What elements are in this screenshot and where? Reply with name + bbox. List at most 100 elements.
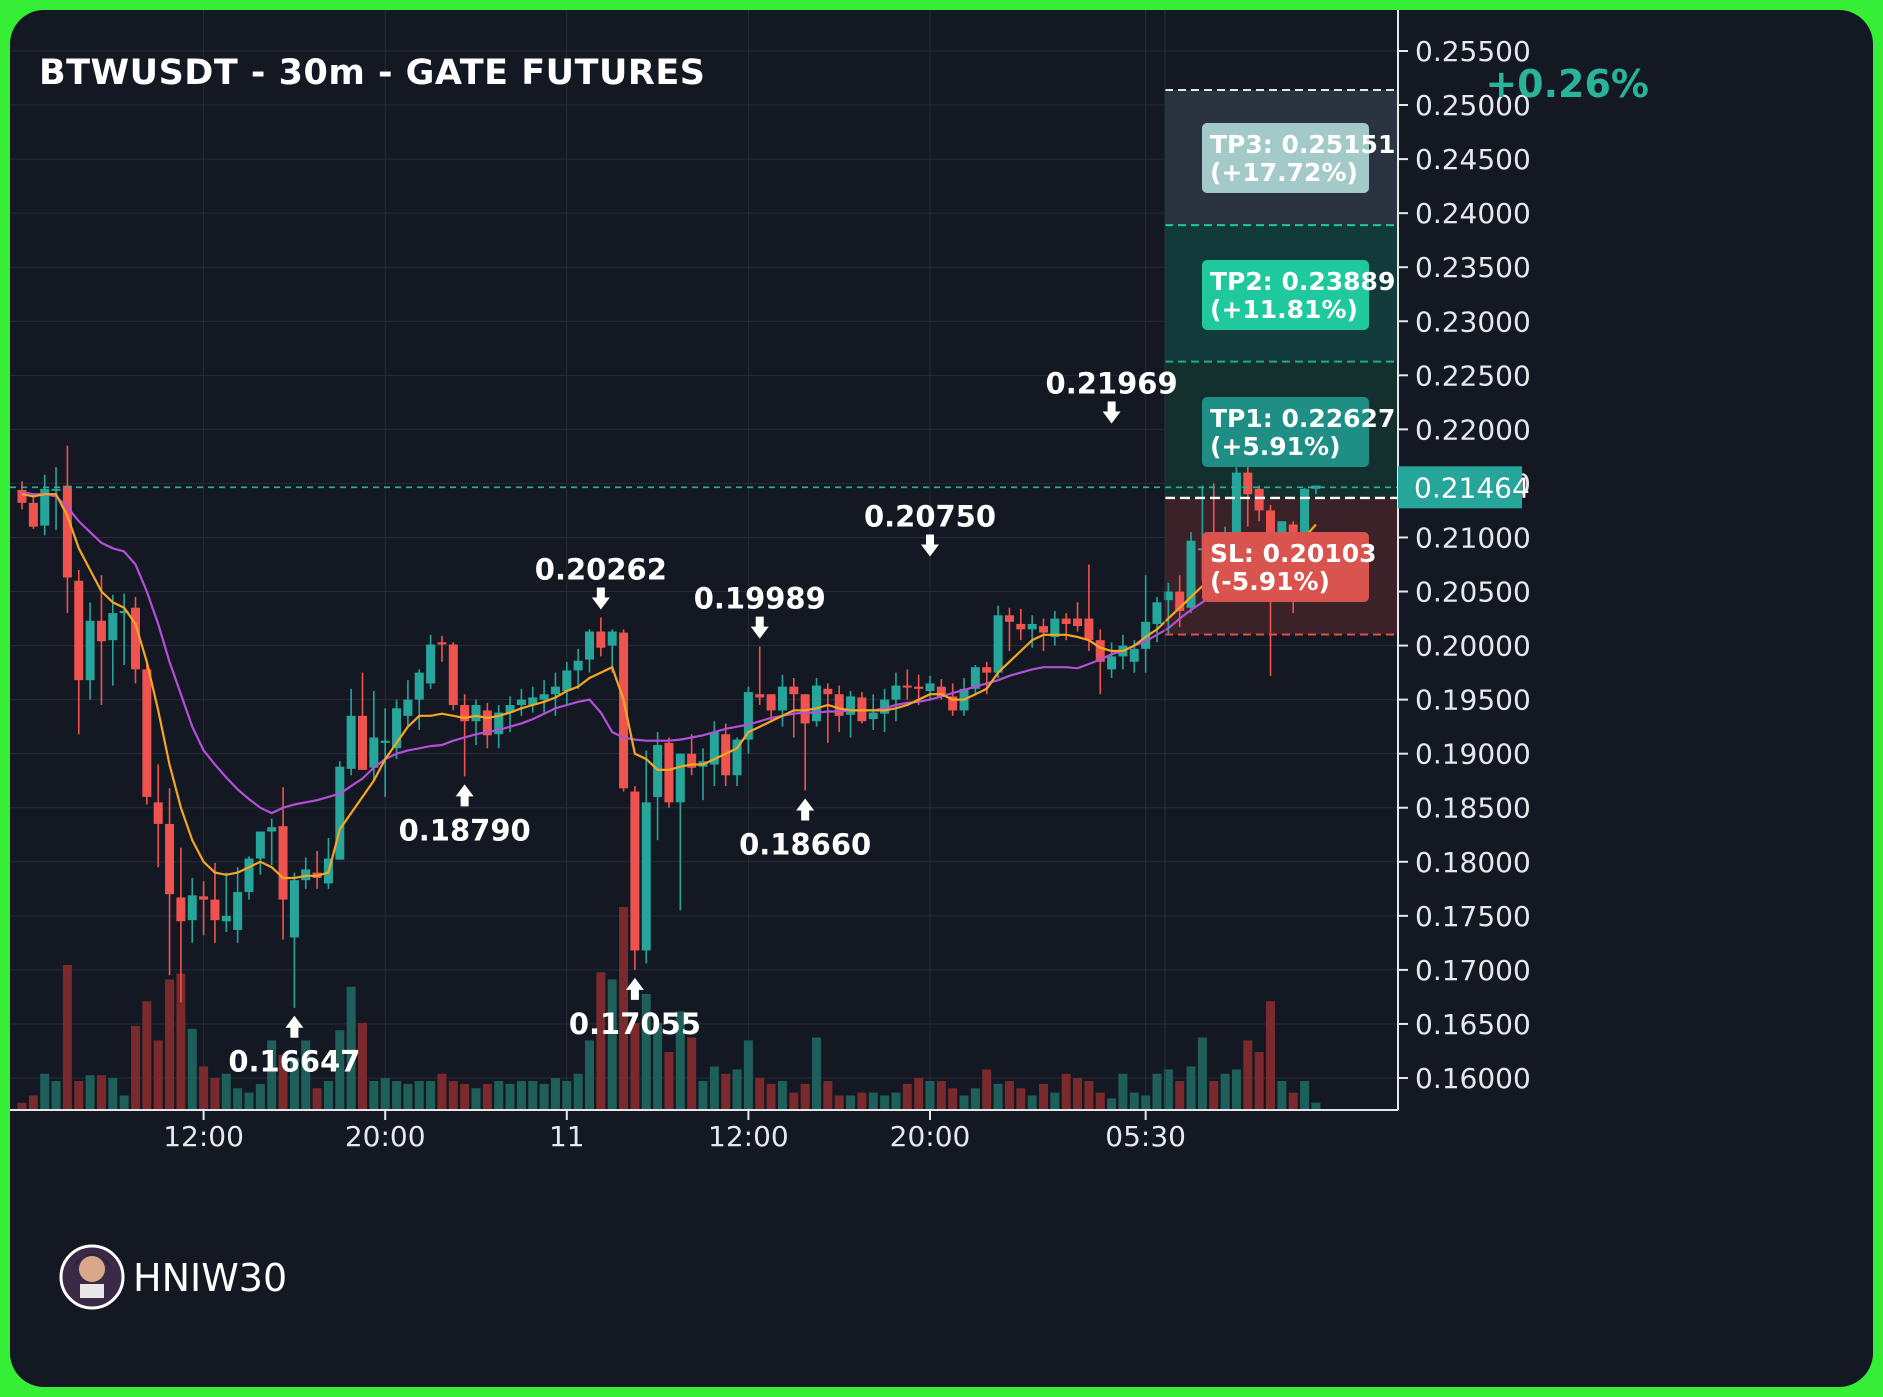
candle-body (1095, 640, 1105, 662)
volume-bar (28, 1095, 38, 1110)
volume-bar (687, 1037, 697, 1110)
volume-bar (528, 1081, 538, 1110)
annotation-label: 0.18660 (739, 827, 871, 861)
candle-body (505, 705, 515, 713)
tp2-box (1202, 260, 1369, 330)
tp3-box (1202, 123, 1369, 193)
volume-bar (96, 1075, 106, 1110)
y-tick-label: 0.22500 (1415, 359, 1531, 392)
candle-body (982, 667, 992, 673)
annotation-arrow (285, 1015, 304, 1038)
x-tick-label: 20:00 (890, 1120, 971, 1153)
volume-bar (335, 1030, 345, 1110)
volume-bar (675, 1011, 685, 1110)
volume-bar (187, 1028, 197, 1110)
volume-bar (62, 965, 72, 1110)
volume-bar (766, 1083, 776, 1110)
volume-bar (369, 1081, 379, 1110)
volume-bar (1050, 1092, 1060, 1110)
volume-bar (539, 1083, 549, 1110)
volume-bar (460, 1083, 470, 1110)
candle-body (380, 740, 390, 743)
volume-bar (732, 1069, 742, 1110)
candle-body (880, 699, 890, 714)
candle-body (562, 670, 572, 691)
candle-body (1073, 618, 1083, 627)
annotation-label: 0.21969 (1046, 367, 1178, 401)
candle-body (1243, 472, 1253, 495)
tp3-percent: (+17.72%) (1210, 158, 1358, 187)
volume-bar (902, 1083, 912, 1110)
x-tick-label: 12:00 (708, 1120, 789, 1153)
candle-body (392, 708, 402, 749)
volume-bar (176, 973, 186, 1110)
candle-body (1163, 591, 1173, 601)
candle-body (471, 705, 481, 722)
candle-body (244, 858, 254, 893)
volume-bar (1311, 1102, 1321, 1110)
volume-bar (131, 1025, 140, 1110)
volume-bar (471, 1088, 481, 1110)
volume-bar (857, 1092, 867, 1110)
candle-body (482, 710, 492, 736)
volume-bar (1254, 1052, 1264, 1110)
candle-body (1004, 615, 1014, 622)
volume-bar (448, 1081, 458, 1110)
y-tick-label: 0.23000 (1415, 305, 1531, 338)
y-tick-label: 0.25500 (1415, 35, 1531, 68)
chart-title: BTWUSDT - 30m - GATE FUTURES (39, 53, 705, 93)
chart-frame: 0.16647 0.18790 0.20262 0.17055 0.19989 0.186… (10, 10, 1873, 1387)
avatar-shirt (80, 1284, 104, 1298)
volume-bar (1004, 1081, 1014, 1110)
volume-bar (653, 1023, 663, 1110)
candle-body (1107, 656, 1117, 670)
volume-bar (1095, 1092, 1105, 1110)
volume-bar (1016, 1088, 1026, 1110)
candle-body (800, 694, 810, 724)
avatar-face (79, 1256, 105, 1282)
y-tick-label: 0.18500 (1415, 792, 1531, 825)
candle-body (550, 686, 560, 695)
volume-bar (380, 1078, 390, 1110)
volume-bar (823, 1081, 833, 1110)
volume-bar (1141, 1095, 1151, 1110)
volume-bar (948, 1088, 958, 1110)
candle-body (335, 766, 345, 860)
price-chart[interactable]: 0.16647 0.18790 0.20262 0.17055 0.19989 0.186… (10, 10, 1873, 1387)
candles (17, 431, 1321, 1008)
candle-body (1039, 626, 1048, 633)
y-tick-label: 0.22000 (1415, 413, 1531, 446)
y-tick-label: 0.18000 (1415, 846, 1531, 879)
candle-body (777, 686, 787, 711)
candle-body (187, 895, 197, 921)
volume-bar (1163, 1069, 1173, 1110)
candle-body (516, 699, 526, 706)
volume-bar (1231, 1069, 1241, 1110)
volume-bar (1039, 1083, 1048, 1110)
annotation-arrow (921, 534, 939, 557)
volume-bar (868, 1092, 878, 1110)
volume-bar (437, 1073, 447, 1110)
candle-body (993, 615, 1003, 673)
candle-body (1231, 472, 1241, 538)
candle-body (448, 644, 458, 706)
annotation-label: 0.16647 (228, 1045, 360, 1079)
candle-body (437, 642, 447, 645)
candle-body (834, 694, 844, 716)
candle-body (1129, 648, 1139, 662)
candle-body (573, 660, 583, 671)
candle-body (369, 737, 379, 768)
candle-body (289, 880, 299, 938)
sl-percent: (-5.91%) (1210, 567, 1330, 596)
annotation-label: 0.17055 (569, 1007, 701, 1041)
volume-bar (85, 1075, 95, 1110)
candle-body (1152, 602, 1162, 624)
volume-bar (800, 1083, 810, 1110)
tp2-percent: (+11.81%) (1210, 295, 1358, 324)
candle-body (74, 580, 84, 681)
avatar-hair (72, 1254, 112, 1270)
volume-bar (165, 979, 175, 1110)
volume-bar (210, 1078, 220, 1110)
candle-body (426, 644, 436, 684)
candle-body (925, 683, 935, 691)
